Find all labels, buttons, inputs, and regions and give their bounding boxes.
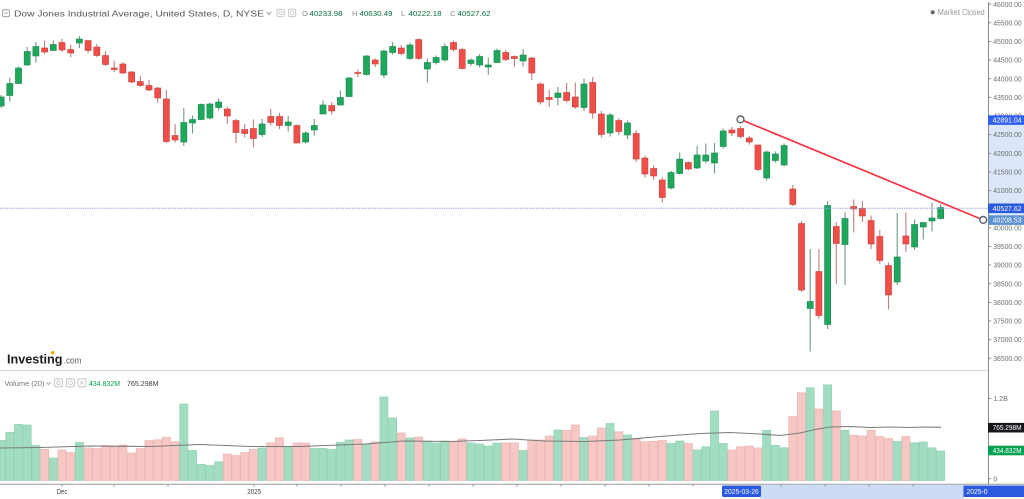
svg-text:2025-0: 2025-0: [967, 489, 988, 496]
svg-text:Dow Jones Industrial Average,: Dow Jones Industrial Average, United Sta…: [14, 8, 264, 18]
svg-text:O: O: [302, 9, 308, 18]
svg-text:H: H: [352, 9, 357, 18]
svg-text:44000.00: 44000.00: [993, 74, 1022, 83]
svg-text:434.832M: 434.832M: [993, 446, 1022, 455]
svg-text:Investing: Investing: [7, 352, 63, 367]
svg-text:46000.00: 46000.00: [993, 0, 1022, 9]
svg-text:37000.00: 37000.00: [993, 335, 1022, 344]
svg-text:40000.00: 40000.00: [993, 223, 1022, 232]
svg-text:41000.00: 41000.00: [993, 186, 1022, 195]
svg-text:Volume (20): Volume (20): [5, 379, 45, 388]
svg-text:765.298M: 765.298M: [993, 423, 1022, 432]
svg-text:2025-03-26: 2025-03-26: [724, 489, 759, 496]
svg-text:0: 0: [993, 474, 997, 483]
svg-text:44500.00: 44500.00: [993, 56, 1022, 65]
svg-text:40630.49: 40630.49: [360, 9, 393, 18]
svg-text:40222.18: 40222.18: [409, 9, 442, 18]
svg-text:L: L: [401, 9, 405, 18]
svg-text:38500.00: 38500.00: [993, 279, 1022, 288]
svg-text:42891.04: 42891.04: [993, 116, 1022, 125]
svg-text:42000.00: 42000.00: [993, 149, 1022, 158]
svg-text:C: C: [450, 9, 456, 18]
svg-text:434.832M: 434.832M: [89, 379, 120, 388]
svg-text:41500.00: 41500.00: [993, 168, 1022, 177]
svg-text:Dec: Dec: [57, 487, 68, 496]
svg-text:765.298M: 765.298M: [127, 379, 159, 388]
svg-text:39000.00: 39000.00: [993, 261, 1022, 270]
svg-text:40527.62: 40527.62: [993, 204, 1022, 213]
svg-text:38000.00: 38000.00: [993, 298, 1022, 307]
svg-text:40233.98: 40233.98: [310, 9, 343, 18]
svg-text:Market Closed: Market Closed: [938, 8, 985, 17]
svg-text:2025: 2025: [247, 487, 261, 496]
svg-text:40208.53: 40208.53: [993, 216, 1022, 225]
svg-text:39500.00: 39500.00: [993, 242, 1022, 251]
svg-text:45500.00: 45500.00: [993, 18, 1022, 27]
svg-text:40527.62: 40527.62: [458, 9, 491, 18]
svg-text:.com: .com: [64, 356, 82, 366]
svg-text:36500.00: 36500.00: [993, 354, 1022, 363]
svg-text:42500.00: 42500.00: [993, 130, 1022, 139]
svg-text:43500.00: 43500.00: [993, 93, 1022, 102]
svg-text:1.2B: 1.2B: [993, 394, 1008, 403]
svg-text:45000.00: 45000.00: [993, 37, 1022, 46]
svg-text:37500.00: 37500.00: [993, 317, 1022, 326]
